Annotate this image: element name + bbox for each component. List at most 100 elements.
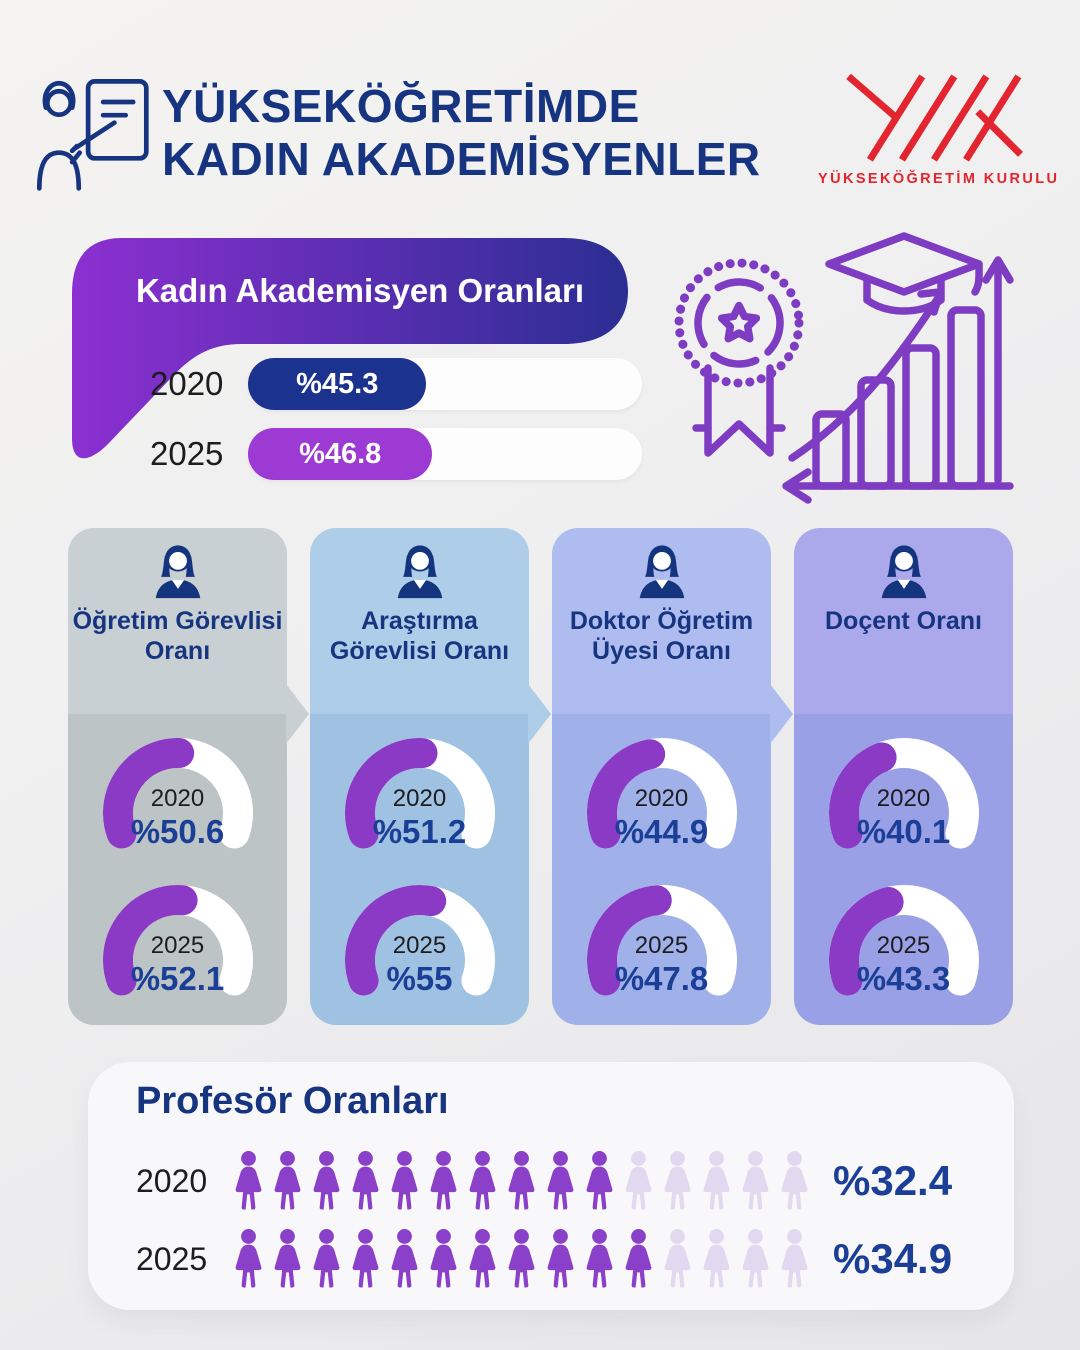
award-graduation-growth-illustration xyxy=(674,232,1014,504)
woman-academic-icon xyxy=(397,545,442,599)
gauge-2020: 2020 %40.1 xyxy=(806,725,1002,867)
woman-pictogram-icon xyxy=(781,1151,808,1210)
woman-pictogram-icon xyxy=(508,1151,535,1210)
woman-pictogram-icon xyxy=(547,1151,574,1210)
card-title: Doktor Öğretim Üyesi Oranı xyxy=(569,607,754,665)
pictogram-value: %32.4 xyxy=(833,1157,953,1204)
gauge-2025: 2025 %47.8 xyxy=(564,872,760,1014)
woman-pictogram-icon xyxy=(352,1229,379,1288)
gauge-value: %43.3 xyxy=(856,960,951,997)
woman-pictogram-icon xyxy=(508,1229,535,1288)
card-docent: Doçent Oranı 2020 %40.1 2025 xyxy=(794,528,1013,1025)
gauge-year: 2025 xyxy=(392,932,447,959)
woman-pictogram-icon xyxy=(430,1229,457,1288)
gauge-value: %55 xyxy=(386,960,453,997)
gauge-value: %51.2 xyxy=(372,813,467,850)
woman-pictogram-icon xyxy=(742,1229,769,1288)
gauge-year: 2025 xyxy=(876,932,931,959)
card-arastirma-gorevlisi: Araştırma Görevlisi Oranı 2020 %51.2 xyxy=(310,528,551,1025)
pictogram-year: 2020 xyxy=(136,1162,208,1199)
woman-academic-icon xyxy=(155,545,200,599)
woman-pictogram-icon xyxy=(469,1229,496,1288)
bar-track: %46.8 xyxy=(248,428,642,480)
yok-logo-caption: YÜKSEKÖĞRETİM KURULU xyxy=(818,171,1060,187)
banner-shape xyxy=(72,238,628,459)
pictogram-value: %34.9 xyxy=(833,1235,953,1282)
yok-logo: YÜKSEKÖĞRETİM KURULU xyxy=(818,70,1060,187)
gauge-value: %50.6 xyxy=(130,813,225,850)
gauge-year: 2020 xyxy=(392,785,447,812)
woman-academic-icon xyxy=(881,545,926,599)
pictogram-row-2020: 2020 xyxy=(136,1146,952,1216)
professors-title: Profesör Oranları xyxy=(136,1080,449,1122)
trend-arrow xyxy=(788,294,942,462)
woman-pictogram-icon xyxy=(742,1151,769,1210)
card-title: Öğretim Görevlisi Oranı xyxy=(72,607,283,665)
card-body: 2020 %51.2 2025 %55 xyxy=(310,714,529,1025)
gauge-2020: 2020 %44.9 xyxy=(564,725,760,867)
card-ogretim-gorevlisi: Öğretim Görevlisi Oranı 2020 %50.6 xyxy=(68,528,309,1025)
woman-pictogram-icon xyxy=(235,1151,262,1210)
page-title-line1: YÜKSEKÖĞRETİMDE xyxy=(162,80,640,132)
card-header: Öğretim Görevlisi Oranı xyxy=(68,528,287,714)
bar-3 xyxy=(902,344,940,490)
gauge-value: %52.1 xyxy=(130,960,225,997)
rosette-inner-icon xyxy=(694,278,784,368)
page-title: YÜKSEKÖĞRETİMDE KADIN AKADEMİSYENLER xyxy=(162,80,761,187)
pictogram-row-2025: 2025 xyxy=(136,1224,952,1294)
card-body: 2020 %50.6 2025 %52.1 xyxy=(68,714,287,1025)
stat-cards-row: Öğretim Görevlisi Oranı 2020 %50.6 xyxy=(68,528,1013,1025)
bar-track: %45.3 xyxy=(248,358,642,410)
woman-pictogram-icon xyxy=(313,1229,340,1288)
overall-title: Kadın Akademisyen Oranları xyxy=(135,272,585,309)
woman-pictogram-icon xyxy=(625,1229,652,1288)
overall-banner: Kadın Akademisyen Oranları xyxy=(58,236,632,474)
bar-fill-2025: %46.8 xyxy=(248,428,433,480)
woman-pictogram-icon xyxy=(235,1229,262,1288)
card-body: 2020 %40.1 2025 %43.3 xyxy=(794,714,1013,1025)
card-title: Araştırma Görevlisi Oranı xyxy=(329,607,510,665)
bar-year-label: 2025 xyxy=(150,435,224,472)
woman-pictogram-icon xyxy=(664,1151,691,1210)
rosette-outer-icon xyxy=(674,258,804,388)
star-icon xyxy=(717,301,761,343)
gauge-year: 2020 xyxy=(876,785,931,812)
overall-bar-row-2025: 2025 %46.8 xyxy=(150,428,642,480)
bar-year-label: 2020 xyxy=(150,365,224,402)
yok-monogram-icon xyxy=(846,73,1023,162)
woman-pictogram-icon xyxy=(781,1229,808,1288)
woman-pictogram-icon xyxy=(274,1229,301,1288)
gauge-2025: 2025 %52.1 xyxy=(80,872,276,1014)
woman-pictogram-icon xyxy=(664,1229,691,1288)
gauge-year: 2020 xyxy=(634,785,689,812)
woman-pictogram-icon xyxy=(703,1229,730,1288)
gauge-value: %44.9 xyxy=(614,813,709,850)
gauge-2025: 2025 %55 xyxy=(322,872,518,1014)
woman-pictogram-icon xyxy=(625,1151,652,1210)
card-header: Doktor Öğretim Üyesi Oranı xyxy=(552,528,771,714)
woman-academic-icon xyxy=(639,545,684,599)
card-doktor-ogretim-uyesi: Doktor Öğretim Üyesi Oranı 2020 %44.9 xyxy=(552,528,793,1025)
gauge-value: %40.1 xyxy=(856,813,951,850)
woman-pictogram-icon xyxy=(469,1151,496,1210)
woman-pictogram-icon xyxy=(430,1151,457,1210)
card-header: Araştırma Görevlisi Oranı xyxy=(310,528,529,714)
bar-4 xyxy=(947,306,985,490)
woman-pictogram-icon xyxy=(586,1229,613,1288)
card-title: Doçent Oranı xyxy=(825,607,982,635)
woman-pictogram-icon xyxy=(703,1151,730,1210)
woman-pictogram-icon xyxy=(547,1229,574,1288)
gauge-value: %47.8 xyxy=(614,960,709,997)
gauge-year: 2025 xyxy=(150,932,205,959)
woman-pictogram-icon xyxy=(313,1151,340,1210)
professors-panel: Profesör Oranları 2020 xyxy=(88,1062,1014,1310)
page-title-line2: KADIN AKADEMİSYENLER xyxy=(162,133,761,186)
graduation-cap-icon xyxy=(825,232,983,296)
bar-fill-2020: %45.3 xyxy=(248,358,427,410)
card-header: Doçent Oranı xyxy=(794,528,1013,714)
gauge-2020: 2020 %50.6 xyxy=(80,725,276,867)
bar-1 xyxy=(812,410,850,490)
woman-pictogram-icon xyxy=(391,1151,418,1210)
woman-pictogram-icon xyxy=(352,1151,379,1210)
